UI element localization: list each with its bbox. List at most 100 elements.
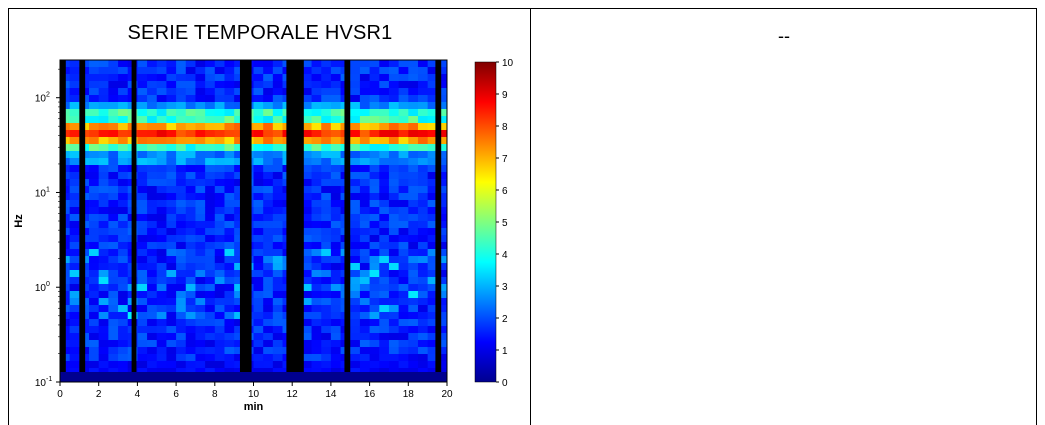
y-tick-label: 10 [35,188,47,199]
heatmap-cell [205,277,216,285]
heatmap-cell [156,214,167,222]
heatmap-cell [166,277,177,285]
heatmap-cell [205,347,216,355]
heatmap-cell [108,214,119,222]
heatmap-cell [147,74,158,82]
heatmap-cell [369,67,380,75]
heatmap-cell [301,242,312,250]
heatmap-cell [166,130,177,138]
heatmap-cell [253,116,264,124]
heatmap-cell [205,340,216,348]
heatmap-cell [166,60,177,68]
heatmap-cell [379,200,390,208]
heatmap-cell [427,368,438,376]
heatmap-cell [398,151,409,159]
heatmap-cell [427,186,438,194]
heatmap-cell [301,333,312,341]
heatmap-cell [205,81,216,89]
heatmap-cell [69,284,80,292]
heatmap-cell [388,326,400,334]
heatmap-cell [234,172,245,180]
heatmap-cell [350,172,361,180]
heatmap-cell [195,179,206,187]
heatmap-cell [359,214,371,222]
heatmap-cell [408,144,419,152]
heatmap-cell [350,214,361,222]
heatmap-cell [137,207,148,215]
heatmap-cell [350,235,361,243]
heatmap-cell [321,186,332,194]
heatmap-cell [195,123,206,131]
heatmap-cell [263,172,274,180]
heatmap-cell [118,179,129,187]
heatmap-cell [272,109,283,117]
blanked-windows [60,60,447,382]
heatmap-cell [398,298,409,306]
heatmap-cell [205,228,216,236]
heatmap-cell [369,60,380,68]
heatmap-cell [301,165,312,173]
heatmap-cell [350,263,361,271]
heatmap-cell [350,256,361,264]
heatmap-cell [156,123,167,131]
heatmap-cell [253,130,264,138]
heatmap-cell [234,88,245,96]
heatmap-cell [388,249,400,257]
y-tick-exponent: 0 [46,281,50,288]
heatmap-cell [272,319,283,327]
heatmap-cell [118,74,129,82]
heatmap-cell [417,130,429,138]
heatmap-cell [408,354,419,362]
heatmap-cell [427,137,438,145]
heatmap-cell [408,284,419,292]
heatmap-cell [398,74,409,82]
heatmap-cell [301,158,312,166]
heatmap-cell [185,256,196,264]
heatmap-cell [224,116,235,124]
heatmap-cell [408,347,419,355]
heatmap-cell [417,123,429,131]
heatmap-cell [205,137,216,145]
heatmap-cell [321,319,332,327]
heatmap-cell [176,200,187,208]
heatmap-cell [224,368,235,376]
heatmap-cell [427,81,438,89]
heatmap-cell [437,319,448,327]
heatmap-cell [156,151,167,159]
heatmap-cell [359,102,371,110]
heatmap-cell [224,256,235,264]
heatmap-cell [118,144,129,152]
heatmap-cell [359,228,371,236]
heatmap-cell [185,144,196,152]
heatmap-cell [118,214,129,222]
heatmap-cell [388,340,400,348]
heatmap-cell [224,340,235,348]
heatmap-cell [234,228,245,236]
heatmap-cell [156,179,167,187]
heatmap-cell [321,158,332,166]
heatmap-cell [408,186,419,194]
heatmap-cell [214,312,225,320]
heatmap-cell [330,333,341,341]
heatmap-cell [321,116,332,124]
heatmap-cell [311,270,322,278]
colorbar-tick-label: 7 [502,154,508,165]
colorbar-tick-label: 10 [502,58,514,69]
heatmap-cell [272,228,283,236]
heatmap-cell [195,214,206,222]
heatmap-cell [379,74,390,82]
heatmap-cell [427,361,438,369]
heatmap-cell [137,347,148,355]
heatmap-cell [263,256,274,264]
heatmap-cell [253,326,264,334]
heatmap-cell [263,284,274,292]
heatmap-cell [89,242,100,250]
heatmap-cell [417,256,429,264]
heatmap-cell [311,186,322,194]
heatmap-cell [195,235,206,243]
heatmap-cell [214,242,225,250]
heatmap-cell [253,249,264,257]
heatmap-cell [301,186,312,194]
heatmap-cell [263,242,274,250]
heatmap-cell [388,263,400,271]
